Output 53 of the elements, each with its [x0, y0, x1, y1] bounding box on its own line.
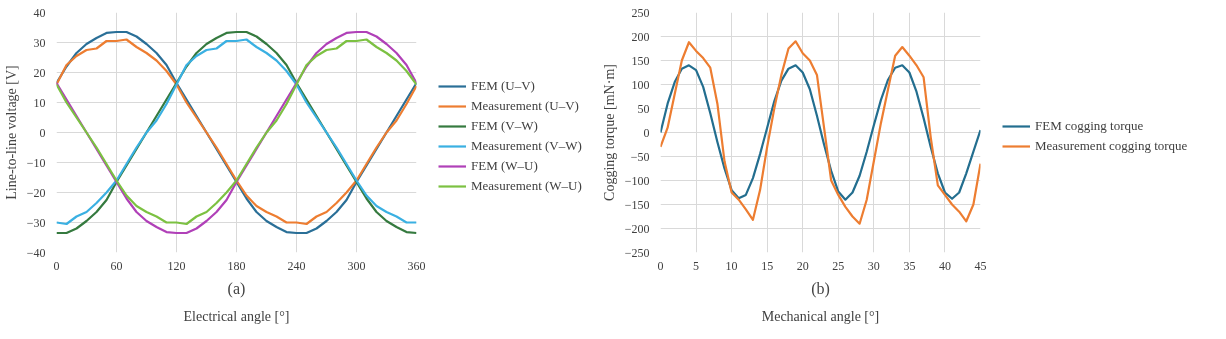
legend-label: FEM cogging torque: [1035, 117, 1144, 134]
y-tick-label: −20: [26, 185, 46, 200]
x-tick-label: 5: [693, 258, 700, 273]
x-axis-title: Mechanical angle [°]: [761, 308, 880, 324]
y-tick-label: 50: [637, 101, 650, 116]
y-tick-label: −10: [26, 155, 46, 170]
y-tick-label: 100: [631, 77, 650, 92]
x-tick-label: 0: [657, 258, 664, 273]
y-tick-label: 200: [631, 29, 650, 44]
legend-label: Measurement (V–W): [471, 137, 582, 154]
x-tick-label: 40: [938, 258, 951, 273]
x-tick-label: 240: [287, 258, 306, 273]
y-tick-label: 30: [33, 35, 46, 50]
text: (a): [227, 279, 246, 298]
y-tick-label: 0: [39, 125, 46, 140]
y-tick-label: −30: [26, 215, 46, 230]
legend-label: FEM (W–U): [471, 157, 538, 174]
x-axis-title: Electrical angle [°]: [183, 308, 290, 324]
y-tick-label: −40: [26, 245, 46, 260]
y-axis-title: Cogging torque [mN·m]: [601, 64, 617, 201]
line-series: [660, 40, 981, 225]
x-tick-label: 30: [867, 258, 880, 273]
legend-label: Measurement cogging torque: [1035, 137, 1188, 154]
x-tick-label: 45: [974, 258, 987, 273]
x-tick-label: 0: [53, 258, 60, 273]
x-tick-label: 35: [903, 258, 916, 273]
y-axis-title: Line-to-line voltage [V]: [3, 65, 19, 200]
legend-label: Measurement (U–V): [471, 97, 579, 114]
y-tick-label: 150: [631, 53, 650, 68]
x-tick-label: 15: [761, 258, 774, 273]
y-tick-label: 0: [643, 125, 650, 140]
x-tick-label: 180: [227, 258, 246, 273]
x-tick-label: 300: [347, 258, 366, 273]
x-tick-label: 120: [167, 258, 186, 273]
y-tick-label: −150: [624, 197, 650, 212]
y-tick-label: −100: [624, 173, 650, 188]
legend-label: FEM (U–V): [471, 77, 535, 94]
text: (b): [811, 279, 830, 298]
y-tick-label: −200: [624, 221, 650, 236]
legend-label: FEM (V–W): [471, 117, 538, 134]
x-tick-label: 25: [832, 258, 845, 273]
x-tick-label: 60: [110, 258, 123, 273]
y-tick-label: 10: [33, 95, 46, 110]
x-tick-label: 360: [407, 258, 426, 273]
y-tick-label: −250: [624, 245, 650, 260]
x-tick-label: 10: [725, 258, 738, 273]
y-tick-label: −50: [630, 149, 650, 164]
x-tick-label: 20: [796, 258, 809, 273]
y-tick-label: 40: [33, 5, 46, 20]
line-series: [660, 64, 981, 201]
y-tick-label: 250: [631, 5, 650, 20]
y-tick-label: 20: [33, 65, 46, 80]
legend-label: Measurement (W–U): [471, 177, 582, 194]
